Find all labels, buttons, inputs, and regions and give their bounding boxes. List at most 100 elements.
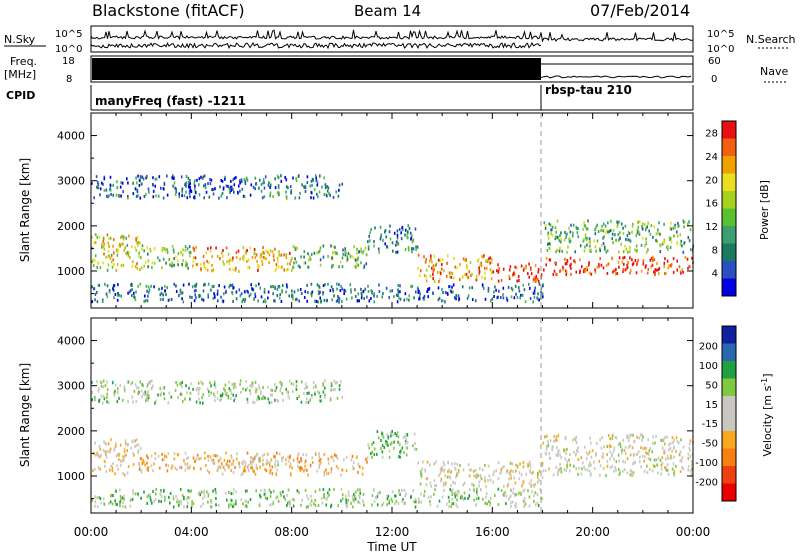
data-cell <box>489 503 491 507</box>
data-cell <box>310 499 313 503</box>
data-cell <box>391 289 393 293</box>
data-cell <box>378 250 380 254</box>
data-cell <box>377 436 380 440</box>
data-cell <box>175 284 178 288</box>
data-cell <box>131 439 134 443</box>
data-cell <box>441 288 443 292</box>
data-cell <box>162 297 164 301</box>
data-cell <box>252 185 255 189</box>
data-cell <box>436 270 439 274</box>
data-cell <box>587 219 589 223</box>
data-cell <box>641 222 644 226</box>
data-cell <box>366 460 368 464</box>
data-cell <box>114 502 117 506</box>
data-cell <box>510 286 513 290</box>
data-cell <box>318 488 321 492</box>
data-cell <box>327 254 329 258</box>
data-cell <box>91 181 93 185</box>
data-cell <box>299 191 301 195</box>
data-cell <box>120 463 122 467</box>
data-cell <box>122 237 125 241</box>
data-cell <box>184 183 186 187</box>
data-cell <box>112 238 115 242</box>
data-cell <box>528 460 531 464</box>
data-cell <box>353 493 355 497</box>
data-cell <box>599 473 601 477</box>
data-cell <box>319 461 322 465</box>
data-cell <box>146 461 148 465</box>
data-cell <box>579 258 581 262</box>
data-cell <box>541 292 544 296</box>
data-cell <box>678 265 681 269</box>
data-cell <box>262 246 264 249</box>
data-cell <box>434 488 436 492</box>
data-cell <box>638 232 641 236</box>
data-cell <box>264 488 266 492</box>
data-cell <box>96 290 98 294</box>
data-cell <box>540 290 542 294</box>
data-cell <box>555 438 557 442</box>
data-cell <box>544 226 547 230</box>
data-cell <box>199 467 202 471</box>
data-cell <box>687 457 689 461</box>
data-cell <box>671 436 674 440</box>
data-cell <box>143 249 145 253</box>
data-cell <box>304 261 307 265</box>
data-cell <box>141 462 144 466</box>
data-cell <box>656 262 658 266</box>
data-cell <box>122 398 124 402</box>
data-cell <box>318 463 321 467</box>
data-cell <box>648 452 650 456</box>
data-cell <box>383 446 386 449</box>
data-cell <box>128 290 131 294</box>
data-cell <box>229 283 231 287</box>
data-cell <box>395 499 398 503</box>
data-cell <box>619 442 621 445</box>
data-cell <box>441 257 444 261</box>
data-cell <box>690 473 693 477</box>
colorbar-swatch <box>722 208 736 227</box>
data-cell <box>161 248 164 252</box>
data-cell <box>518 491 520 495</box>
data-cell <box>415 290 417 294</box>
data-cell <box>612 241 614 245</box>
data-cell <box>116 298 119 302</box>
y-tick-label: 4000 <box>57 130 85 143</box>
data-cell <box>136 190 139 194</box>
data-cell <box>113 296 115 300</box>
data-cell <box>624 452 627 455</box>
data-cell <box>651 469 654 473</box>
data-cell <box>673 471 675 475</box>
data-cell <box>459 263 461 267</box>
data-cell <box>306 391 309 395</box>
data-cell <box>557 453 559 457</box>
data-cell <box>140 457 142 461</box>
data-cell <box>241 187 244 191</box>
data-cell <box>689 469 692 473</box>
data-cell <box>635 244 638 248</box>
data-cell <box>207 492 210 496</box>
data-cell <box>232 178 234 182</box>
data-cell <box>475 278 478 282</box>
data-cell <box>457 491 460 495</box>
data-cell <box>322 284 325 288</box>
data-cell <box>146 454 148 458</box>
data-cell <box>363 503 365 507</box>
data-cell <box>265 462 268 466</box>
data-cell <box>210 178 213 182</box>
data-cell <box>127 181 129 185</box>
data-cell <box>398 442 401 446</box>
data-cell <box>258 384 260 388</box>
data-cell <box>575 467 577 471</box>
data-cell <box>145 399 147 403</box>
data-cell <box>149 249 152 253</box>
data-cell <box>688 446 691 450</box>
data-cell <box>624 445 627 449</box>
data-cell <box>240 390 242 394</box>
data-cell <box>319 296 321 300</box>
data-cell <box>489 501 492 505</box>
data-cell <box>574 438 577 442</box>
data-cell <box>447 495 450 499</box>
data-cell <box>102 379 105 383</box>
data-cell <box>412 247 415 251</box>
